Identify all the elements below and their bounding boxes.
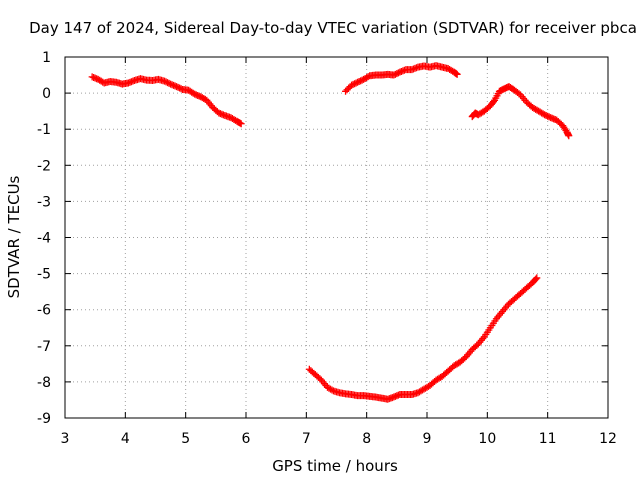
data-point [328, 386, 336, 394]
data-point [542, 111, 550, 119]
data-point [164, 79, 172, 87]
y-tick-label: -5 [37, 267, 51, 283]
data-point [176, 84, 184, 92]
chart-title: Day 147 of 2024, Sidereal Day-to-day VTE… [29, 19, 637, 37]
data-point [177, 85, 185, 93]
data-point [161, 77, 169, 85]
data-point [473, 341, 481, 349]
x-tick-label: 10 [478, 431, 496, 447]
grid [65, 57, 608, 418]
y-tick-label: 1 [42, 50, 51, 66]
data-point [357, 77, 365, 85]
data-point [358, 76, 366, 84]
x-tick-labels: 3 4 5 6 7 8 9 10 11 12 [61, 431, 617, 447]
data-point [545, 113, 553, 121]
data-point [355, 78, 363, 86]
y-tick-label: -3 [37, 194, 51, 210]
data-point [391, 70, 399, 78]
data-point [342, 87, 350, 95]
plot-frame [64, 56, 609, 419]
data-point [162, 78, 170, 86]
y-tick-label: -1 [37, 122, 51, 138]
y-tick-label: 0 [42, 86, 51, 102]
data-point [393, 70, 401, 78]
x-tick-label: 6 [242, 431, 251, 447]
data-point [316, 375, 324, 383]
series-2 [342, 62, 461, 95]
data-point [345, 84, 353, 92]
data-point [390, 71, 398, 79]
x-tick-label: 3 [61, 431, 70, 447]
y-tick-labels: 1 0 -1 -2 -3 -4 -5 -6 -7 -8 -9 [37, 50, 51, 427]
x-tick-label: 9 [423, 431, 432, 447]
data-point [237, 120, 245, 128]
y-tick-label: -4 [37, 231, 51, 247]
data-point [541, 111, 549, 119]
data-point [490, 98, 498, 106]
series-1 [88, 73, 245, 128]
data-point [343, 86, 351, 94]
data-point [173, 83, 181, 91]
data-point [349, 80, 357, 88]
data-point [565, 132, 573, 140]
y-tick-label: -9 [37, 411, 51, 427]
data-point [348, 81, 356, 89]
y-tick-label: -8 [37, 375, 51, 391]
x-axis-label: GPS time / hours [272, 457, 398, 475]
series-4 [305, 274, 541, 403]
x-tick-label: 5 [181, 431, 190, 447]
data-points [88, 62, 573, 403]
data-point [354, 78, 362, 86]
data-point [189, 89, 197, 97]
data-point [539, 110, 547, 118]
x-tick-label: 7 [302, 431, 311, 447]
data-point [351, 80, 359, 88]
data-point [544, 112, 552, 120]
data-point [352, 79, 360, 87]
x-tick-label: 12 [599, 431, 617, 447]
y-axis-label: SDTVAR / TECUs [5, 175, 23, 298]
y-tick-label: -7 [37, 339, 51, 355]
x-tick-label: 4 [121, 431, 130, 447]
y-tick-label: -6 [37, 303, 51, 319]
series-3 [468, 83, 573, 140]
x-tick-label: 8 [362, 431, 371, 447]
axis-ticks [64, 56, 609, 419]
x-tick-label: 11 [539, 431, 557, 447]
data-point [453, 70, 461, 78]
data-point [532, 275, 540, 283]
data-point [174, 83, 182, 91]
data-point [461, 354, 469, 362]
data-point [533, 274, 541, 282]
data-point [364, 73, 372, 81]
data-point [394, 69, 402, 77]
data-point [165, 79, 173, 87]
y-tick-label: -2 [37, 158, 51, 174]
